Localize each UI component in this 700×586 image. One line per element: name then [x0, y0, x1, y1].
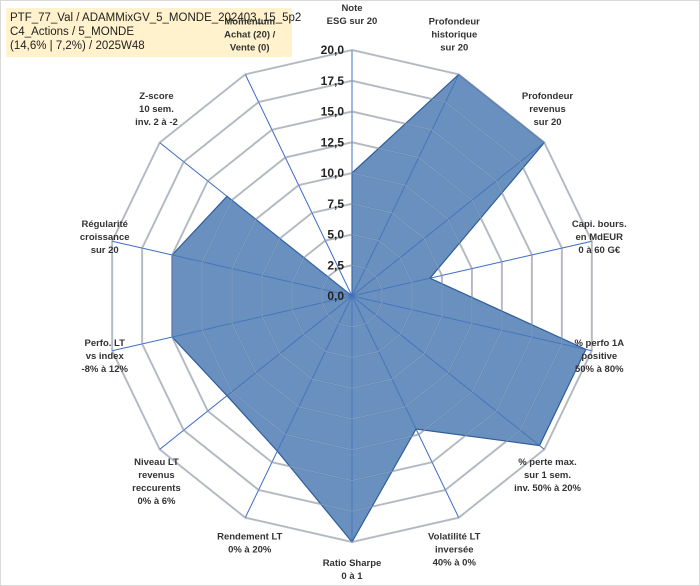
radar-tick-labels: 0,0 2,5 5,0 7,5 10,0 12,5 15,0 17,5 20,0	[321, 43, 345, 303]
radar-series	[111, 49, 593, 544]
axis-label: Niveau LT revenus reccurents 0% à 6%	[132, 457, 181, 507]
axis-label: Profondeur revenus sur 20	[522, 91, 573, 128]
grid-ring-overlay	[201, 141, 503, 451]
header-line-2: C4_Actions / 5_MONDE	[10, 26, 134, 38]
header-line-3: (14,6% | 7,2%) / 2025W48	[10, 40, 145, 52]
tick-label: 0,0	[327, 289, 344, 303]
axis-label: % perfo 1A positive 50% à 80%	[574, 338, 624, 375]
grid-ring-overlay	[231, 172, 473, 420]
grid-ring-overlay	[171, 110, 533, 482]
axis-label: Momentum Achat (20) / Vente (0)	[224, 17, 276, 54]
tick-label: 15,0	[321, 105, 345, 119]
tick-label: 20,0	[321, 43, 345, 57]
tick-label: 7,5	[327, 197, 344, 211]
tick-label: 5,0	[327, 228, 344, 242]
axis-label: Z-score 10 sem. inv. 2 à -2	[135, 91, 178, 128]
axis-label: Profondeur historique sur 20	[429, 17, 480, 54]
axis-label: % perte max. sur 1 sem. inv. 50% à 20%	[514, 457, 581, 494]
axis-label: Capi. bours. en MdEUR 0 à 60 G€	[572, 219, 627, 256]
tick-label: 10,0	[321, 166, 345, 180]
axis-label: Note ESG sur 20	[327, 3, 378, 27]
grid-ring-overlay	[261, 203, 443, 389]
grid-ring-overlay	[141, 80, 563, 512]
grid-ring-overlay	[321, 264, 383, 328]
axis-label: Rendement LT 0% à 20%	[217, 531, 282, 555]
tick-label: 2,5	[327, 258, 344, 272]
axis-label: Volatilité LT inversée 40% à 0%	[428, 531, 481, 568]
axis-label: Ratio Sharpe 0 à 1	[323, 558, 382, 582]
chart-header: PTF_77_Val / ADAMMixGV_5_MONDE_202403_15…	[6, 8, 302, 57]
tick-label: 17,5	[321, 74, 345, 88]
grid-ring-overlay	[111, 49, 593, 543]
grid-ring-overlay	[291, 233, 413, 359]
axis-label: Régularité croissance sur 20	[80, 219, 130, 256]
header-line-1: PTF_77_Val / ADAMMixGV_5_MONDE_202403_15…	[10, 12, 302, 24]
tick-label: 12,5	[321, 135, 345, 149]
axis-label: Perfo. LT vs index -8% à 12%	[81, 338, 128, 375]
radar-axis-labels: Note ESG sur 20 Profondeur historique sur 20…	[80, 3, 627, 582]
